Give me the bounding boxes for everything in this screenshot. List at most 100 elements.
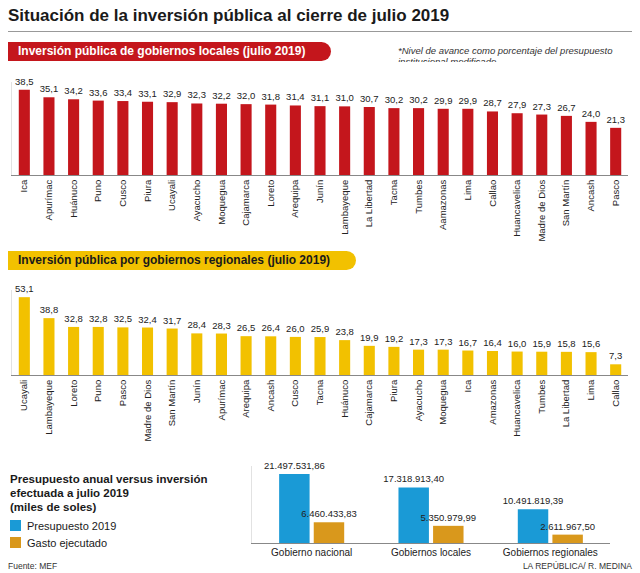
svg-text:5.350.979,99: 5.350.979,99 [421,512,476,523]
svg-text:10.491.819,39: 10.491.819,39 [503,495,564,506]
svg-text:33,4: 33,4 [114,87,133,98]
svg-text:Cajamarca: Cajamarca [363,379,374,426]
svg-text:Madre de Dios: Madre de Dios [536,180,547,242]
svg-text:31,1: 31,1 [311,92,330,103]
svg-text:26,7: 26,7 [557,102,576,113]
svg-text:San Martín: San Martín [560,180,571,226]
svg-text:26,5: 26,5 [237,322,256,333]
svg-text:Junín: Junín [314,180,325,203]
svg-text:Ucayali: Ucayali [166,180,177,211]
svg-text:15,6: 15,6 [582,338,601,349]
svg-text:25,9: 25,9 [311,323,330,334]
svg-text:21,3: 21,3 [606,114,625,125]
svg-text:Pasco: Pasco [117,380,128,406]
svg-text:Ucayali: Ucayali [18,380,29,411]
svg-text:32,5: 32,5 [114,313,133,324]
svg-text:35,1: 35,1 [40,83,59,94]
svg-text:Apurímac: Apurímac [43,180,54,221]
svg-text:Moquegua: Moquegua [437,379,448,425]
svg-text:Puno: Puno [92,380,103,402]
svg-text:16,4: 16,4 [483,337,502,348]
svg-text:21.497.531,86: 21.497.531,86 [264,460,325,471]
svg-text:Cusco: Cusco [289,380,300,407]
svg-text:Lima: Lima [462,179,473,200]
svg-text:Ica: Ica [462,379,473,392]
svg-text:Ancash: Ancash [265,380,276,412]
svg-text:Aamazonas: Aamazonas [437,180,448,230]
svg-text:Huancavelica: Huancavelica [511,179,522,237]
svg-text:33,1: 33,1 [138,88,157,99]
svg-text:16,0: 16,0 [508,338,527,349]
svg-text:32,4: 32,4 [138,314,157,325]
svg-text:Cusco: Cusco [117,180,128,207]
svg-text:2.611.967,50: 2.611.967,50 [540,521,595,532]
svg-text:Ayacucho: Ayacucho [191,180,202,222]
svg-text:Arequipa: Arequipa [289,179,300,218]
svg-text:27,9: 27,9 [508,99,527,110]
svg-text:27,3: 27,3 [533,101,552,112]
svg-text:31,0: 31,0 [335,92,354,103]
svg-text:San Martín: San Martín [166,380,177,426]
svg-text:15,9: 15,9 [533,338,552,349]
svg-text:23,8: 23,8 [335,326,354,337]
svg-text:24,0: 24,0 [582,108,601,119]
svg-text:29,9: 29,9 [459,95,478,106]
svg-text:Piura: Piura [388,379,399,402]
svg-text:32,3: 32,3 [188,89,207,100]
svg-text:32,8: 32,8 [64,313,83,324]
svg-text:Tumbes: Tumbes [536,380,547,414]
svg-text:30,2: 30,2 [409,94,428,105]
svg-text:Tacna: Tacna [388,179,399,205]
svg-text:38,8: 38,8 [40,304,59,315]
svg-text:Ancash: Ancash [585,180,596,212]
svg-text:Apurímac: Apurímac [216,380,227,421]
svg-text:19,9: 19,9 [360,332,379,343]
svg-text:Madre de Dios: Madre de Dios [142,380,153,442]
svg-text:26,0: 26,0 [286,323,305,334]
svg-text:32,2: 32,2 [212,90,231,101]
svg-text:53,1: 53,1 [15,283,34,294]
svg-text:Huancavelica: Huancavelica [511,379,522,437]
svg-text:28,7: 28,7 [483,97,502,108]
svg-text:28,4: 28,4 [188,319,207,330]
svg-text:Piura: Piura [142,179,153,202]
svg-text:Ayacucho: Ayacucho [413,380,424,422]
svg-text:30,2: 30,2 [385,94,404,105]
svg-text:34,2: 34,2 [64,85,83,96]
svg-text:Tumbes: Tumbes [413,180,424,214]
svg-text:Lima: Lima [585,379,596,400]
svg-text:Loreto: Loreto [265,180,276,207]
svg-text:15,8: 15,8 [557,338,576,349]
svg-text:31,7: 31,7 [163,315,182,326]
svg-text:Gobierno nacional: Gobierno nacional [271,547,352,558]
svg-text:16,7: 16,7 [459,337,478,348]
svg-text:Junín: Junín [191,380,202,403]
svg-text:Huánuco: Huánuco [68,180,79,218]
svg-text:30,7: 30,7 [360,93,379,104]
svg-text:Lambayeque: Lambayeque [339,180,350,235]
svg-text:La Libertad: La Libertad [560,380,571,428]
svg-text:17,3: 17,3 [409,336,428,347]
svg-text:Ica: Ica [18,179,29,192]
svg-text:26,4: 26,4 [261,322,280,333]
svg-text:17.318.913,40: 17.318.913,40 [383,473,444,484]
svg-text:La Libertad: La Libertad [363,180,374,228]
svg-text:Puno: Puno [92,180,103,202]
svg-text:32,8: 32,8 [89,313,108,324]
svg-text:28,3: 28,3 [212,320,231,331]
svg-text:17,3: 17,3 [434,336,453,347]
svg-text:Lambayeque: Lambayeque [43,380,54,435]
svg-text:Tacna: Tacna [314,379,325,405]
svg-text:Pasco: Pasco [610,180,621,206]
svg-text:Loreto: Loreto [68,380,79,407]
svg-text:Gobiernos regionales: Gobiernos regionales [503,547,598,558]
svg-text:Moquegua: Moquegua [216,179,227,225]
svg-text:6.460.433,83: 6.460.433,83 [301,508,356,519]
svg-text:Cajamarca: Cajamarca [240,179,251,226]
svg-text:Gobiernos locales: Gobiernos locales [391,547,471,558]
svg-text:19,2: 19,2 [385,333,404,344]
svg-text:38,5: 38,5 [15,76,34,87]
svg-text:32,0: 32,0 [237,90,256,101]
svg-text:Huánuco: Huánuco [339,380,350,418]
svg-text:31,8: 31,8 [261,91,280,102]
